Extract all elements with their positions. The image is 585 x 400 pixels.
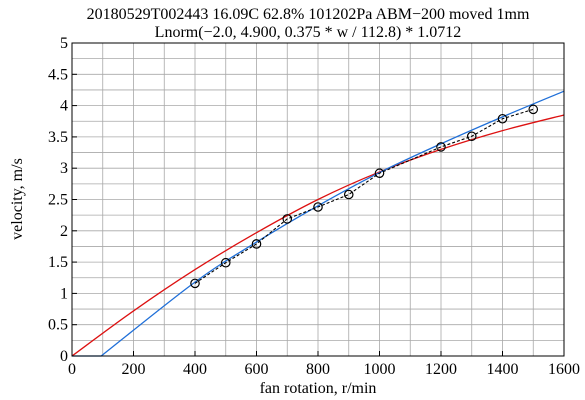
measured-point — [528, 104, 539, 115]
series-layer — [71, 90, 565, 357]
y-tick-label: 4 — [60, 98, 68, 115]
blue-curve — [72, 90, 565, 357]
measured-point — [251, 239, 262, 249]
chart-subtitle: Lnorm(−2.0, 4.900, 0.375 * w / 112.8) * … — [155, 24, 462, 41]
x-tick-label: 1400 — [487, 361, 519, 378]
x-tick-label: 0 — [68, 361, 76, 378]
x-tick-label: 1600 — [548, 361, 580, 378]
x-axis-label: fan rotation, r/min — [260, 380, 377, 397]
measured-point — [220, 257, 231, 268]
y-tick-label: 0.5 — [48, 317, 68, 334]
measured-point — [282, 214, 293, 224]
y-tick-label: 3 — [60, 160, 68, 177]
measured-dashed-line — [194, 108, 534, 284]
y-tick-label: 2 — [60, 223, 68, 240]
y-tick-label: 4.5 — [48, 66, 68, 83]
y-tick-label: 3.5 — [48, 129, 68, 146]
x-tick-label: 600 — [245, 361, 269, 378]
x-tick-label: 200 — [122, 361, 146, 378]
x-tick-label: 1000 — [364, 361, 396, 378]
tick-labels: 0 200 400 600 800 1000 1200 1400 1600 0 0.5 1 1.5 2 2.… — [48, 35, 580, 378]
y-tick-label: 1.5 — [48, 254, 68, 271]
measured-point — [374, 168, 385, 179]
measured-point — [190, 278, 200, 289]
x-tick-label: 1200 — [425, 361, 457, 378]
x-tick-label: 800 — [306, 361, 330, 378]
measured-point — [497, 113, 508, 124]
y-tick-label: 2.5 — [48, 192, 68, 209]
chart-title: 20180529T002443 16.09C 62.8% 101202Pa AB… — [87, 6, 530, 23]
measured-point — [436, 142, 446, 152]
y-axis-label: velocity, m/s — [9, 158, 26, 240]
y-tick-label: 1 — [60, 285, 68, 302]
measured-point — [343, 189, 354, 200]
y-tick-label: 5 — [60, 35, 68, 52]
red-curve — [71, 114, 565, 357]
x-tick-label: 400 — [183, 361, 207, 378]
measured-point — [466, 131, 477, 142]
y-tick-label: 0 — [60, 348, 68, 365]
measured-point — [313, 202, 323, 212]
